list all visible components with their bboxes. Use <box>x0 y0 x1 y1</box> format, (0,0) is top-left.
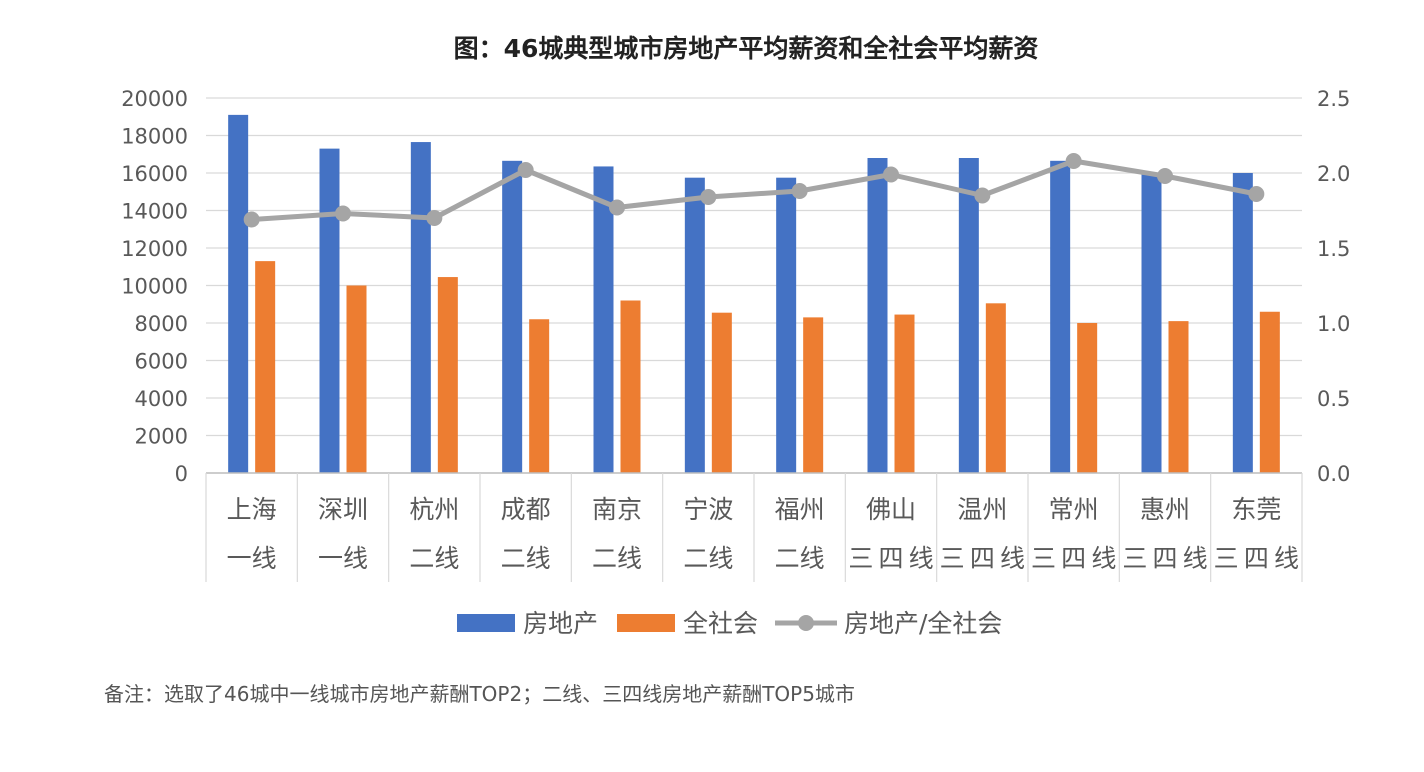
ratio-point <box>1065 153 1082 169</box>
legend-swatch-ratio-marker <box>798 615 814 631</box>
ratio-point <box>1157 168 1173 184</box>
bar-real-estate <box>958 158 979 473</box>
x-tick-label-city: 温州 <box>957 495 1007 524</box>
ratio-point <box>517 162 534 178</box>
y-right-tick-label: 0.0 <box>1317 462 1350 486</box>
y-left-tick-label: 6000 <box>135 350 188 374</box>
y-right-tick-label: 2.0 <box>1317 162 1350 186</box>
bar-real-estate <box>684 177 705 473</box>
ratio-point <box>426 210 443 226</box>
x-tick-label-tier: 一线 <box>227 544 277 573</box>
x-tick-label-tier: 二线 <box>501 544 551 573</box>
gridlines <box>206 97 1302 474</box>
ratio-point <box>883 166 899 183</box>
legend-label-real-estate: 房地产 <box>523 609 598 638</box>
bar-all-society <box>711 312 732 473</box>
x-tick-label-city: 福州 <box>775 495 825 524</box>
x-tick-label-tier: 二线 <box>683 544 733 573</box>
bar-all-society <box>985 303 1006 473</box>
ratio-point <box>335 205 351 222</box>
legend-label-ratio: 房地产/全社会 <box>844 609 1002 638</box>
bar-all-society <box>1077 323 1098 473</box>
x-tick-label-city: 东莞 <box>1231 495 1281 524</box>
y-left-tick-label: 16000 <box>121 162 188 186</box>
footnote: 备注：选取了46城中一线城市房地产薪酬TOP2；二线、三四线房地产薪酬TOP5城… <box>104 682 855 706</box>
x-tick-label-city: 南京 <box>592 495 642 524</box>
y-right-tick-label: 1.5 <box>1317 237 1350 261</box>
x-tick-label-tier: 二线 <box>592 544 642 573</box>
bar-real-estate <box>1232 173 1253 473</box>
x-tick-label-city: 深圳 <box>318 495 368 524</box>
bar-all-society <box>255 261 276 473</box>
x-tick-label-city: 上海 <box>227 495 277 524</box>
bar-real-estate <box>867 158 888 473</box>
chart-title: 图：46城典型城市房地产平均薪资和全社会平均薪资 <box>454 34 1039 63</box>
bar-all-society <box>346 285 367 473</box>
y-right-tick-label: 2.5 <box>1317 87 1350 111</box>
bar-real-estate <box>502 160 523 473</box>
bar-real-estate <box>228 114 249 473</box>
x-tick-label-tier: 三四线 <box>1122 544 1207 573</box>
ratio-point <box>791 183 808 199</box>
bar-real-estate <box>410 142 431 473</box>
y-left-tick-label: 8000 <box>135 312 188 336</box>
bar-real-estate <box>776 177 797 473</box>
bar-all-society <box>1259 311 1280 473</box>
y-right-tick-label: 1.0 <box>1317 312 1350 336</box>
x-tick-label-city: 成都 <box>501 495 551 524</box>
bar-all-society <box>1168 321 1189 473</box>
bar-real-estate <box>319 148 340 473</box>
y-left-tick-label: 0 <box>175 462 188 486</box>
bar-real-estate <box>1050 160 1071 473</box>
ratio-point <box>609 199 625 216</box>
ratio-line-path <box>251 158 1257 222</box>
ratio-point <box>974 187 991 204</box>
legend-swatch-real-estate <box>457 614 515 632</box>
y-right-tick-label: 0.5 <box>1317 387 1350 411</box>
ratio-point <box>1248 186 1265 202</box>
x-tick-label-tier: 三四线 <box>1031 544 1116 573</box>
x-tick-label-city: 宁波 <box>683 495 733 524</box>
x-tick-label-tier: 一线 <box>318 544 368 573</box>
ratio-point <box>243 211 260 228</box>
y-left-tick-label: 2000 <box>135 425 188 449</box>
legend: 房地产 全社会 房地产/全社会 <box>457 609 1002 638</box>
y-left-tick-label: 20000 <box>121 87 188 111</box>
bar-real-estate <box>593 166 614 473</box>
x-tick-label-city: 惠州 <box>1140 495 1190 524</box>
bars <box>228 114 1280 473</box>
x-tick-label-city: 常州 <box>1049 495 1099 524</box>
bar-all-society <box>529 319 550 473</box>
y-left-tick-label: 10000 <box>121 275 188 299</box>
y-left-tick-label: 18000 <box>121 125 188 149</box>
x-tick-label-city: 佛山 <box>866 495 916 524</box>
bar-all-society <box>620 300 641 473</box>
category-labels: 上海一线深圳一线杭州二线成都二线南京二线宁波二线福州二线佛山三四线温州三四线常州… <box>205 473 1303 582</box>
x-tick-label-tier: 二线 <box>775 544 825 573</box>
x-tick-label-tier: 三四线 <box>940 544 1025 573</box>
bar-all-society <box>803 317 824 473</box>
ratio-point <box>700 189 717 205</box>
legend-swatch-all-society <box>617 614 675 632</box>
x-tick-label-tier: 二线 <box>409 544 459 573</box>
bar-real-estate <box>1141 173 1162 473</box>
axes: 0 2000 4000 6000 8000 10000 12000 14000 16000 180… <box>121 87 1350 486</box>
x-tick-label-tier: 三四线 <box>1214 544 1299 573</box>
x-tick-label-city: 杭州 <box>409 495 459 524</box>
y-left-tick-label: 4000 <box>135 387 188 411</box>
bar-all-society <box>437 277 458 473</box>
x-tick-label-tier: 三四线 <box>848 544 933 573</box>
y-left-tick-label: 14000 <box>121 200 188 224</box>
bar-all-society <box>894 314 915 473</box>
y-left-tick-label: 12000 <box>121 237 188 261</box>
legend-label-all-society: 全社会 <box>683 609 758 638</box>
ratio-line <box>243 153 1265 228</box>
